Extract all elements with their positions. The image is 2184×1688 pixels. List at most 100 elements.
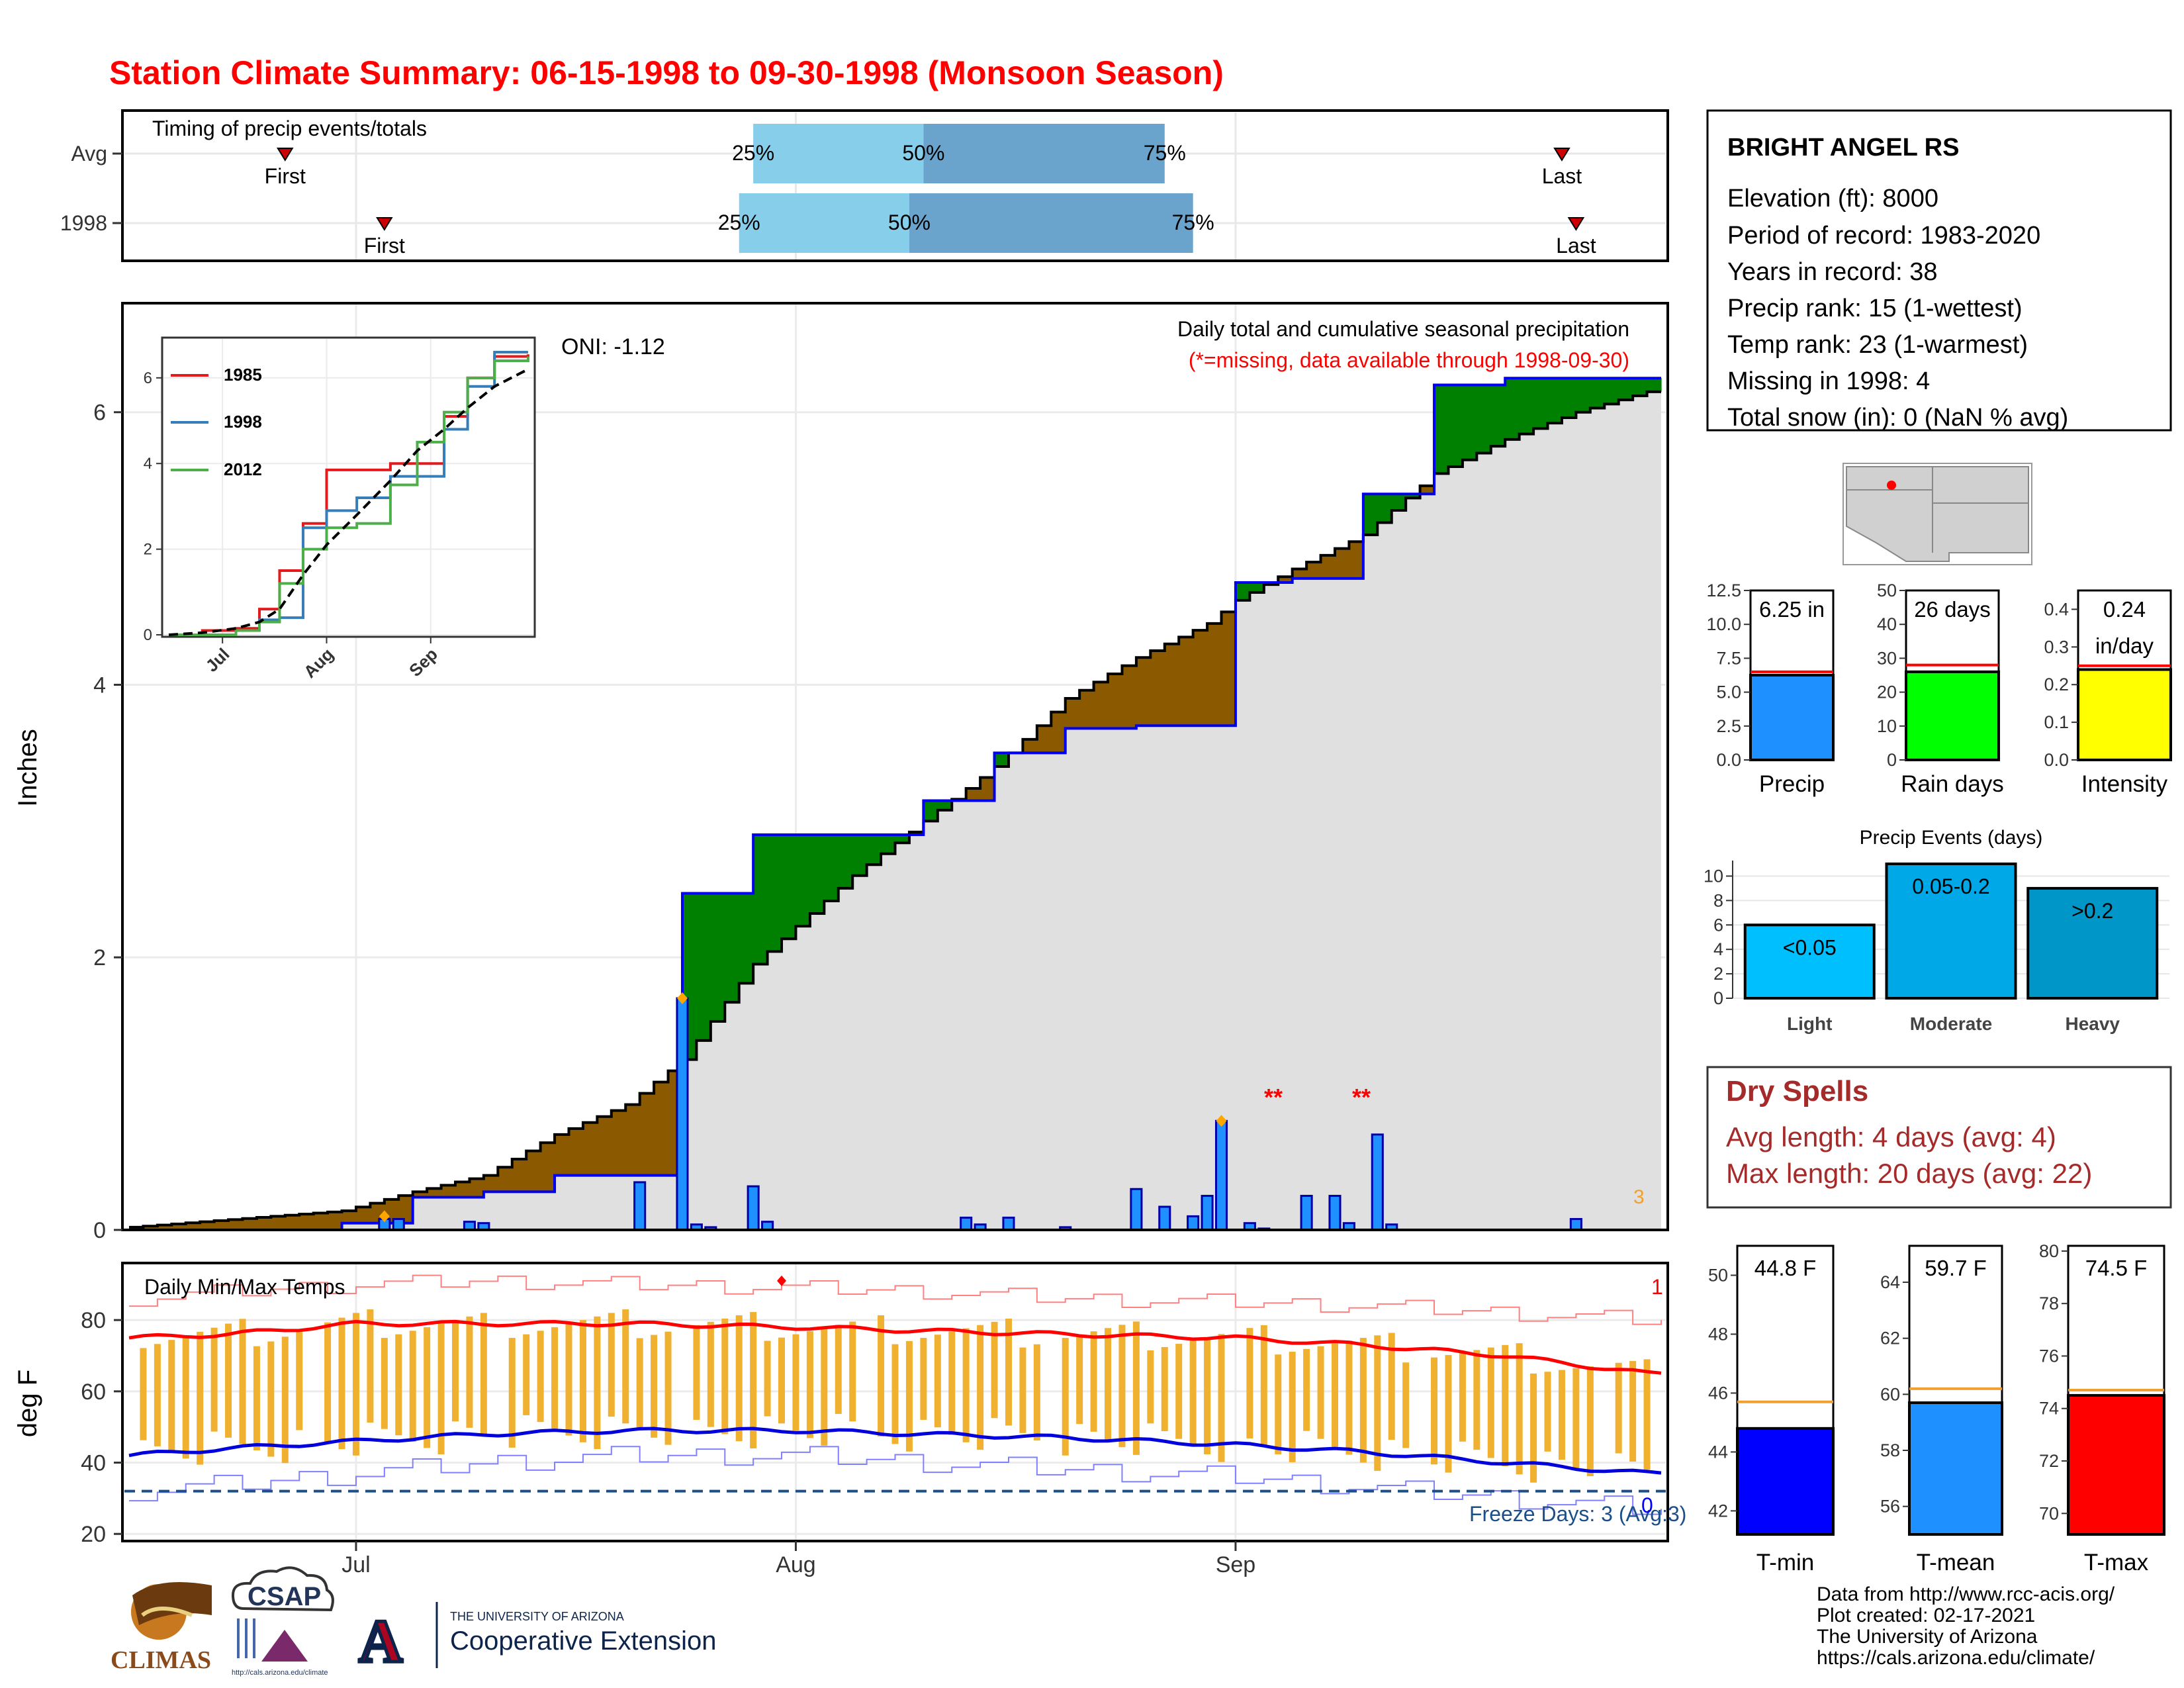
missing-note: (*=missing, data available through 1998-… — [1189, 348, 1629, 372]
surplus-area — [1533, 378, 1549, 429]
precip-frame — [121, 302, 1669, 1231]
deficit-area — [1207, 623, 1222, 726]
precip-y-axis: 0 2 4 6 — [93, 400, 122, 1243]
deficit-area — [1179, 637, 1194, 726]
summary-ytick-label: 5.0 — [1716, 682, 1741, 702]
daily-precip-bar — [392, 1218, 405, 1231]
oni-label: ONI: -1.12 — [561, 334, 665, 359]
daily-temp-range-bar — [664, 1331, 672, 1445]
summary-category-label: Intensity — [2081, 771, 2168, 797]
summary-ytick-label: 30 — [1877, 648, 1897, 668]
daily-temp-range-bar — [594, 1316, 601, 1450]
station-name: BRIGHT ANGEL RS — [1727, 134, 1959, 162]
temp-summary-ytick-label: 62 — [1880, 1329, 1900, 1348]
daily-temp-range-bar — [948, 1331, 956, 1435]
deficit-area — [1023, 739, 1038, 753]
temp-summary-ytick-label: 78 — [2039, 1293, 2059, 1313]
surplus-area — [782, 834, 797, 939]
timing-avg-q50-q75 — [923, 124, 1165, 183]
daily-temp-range-bar — [508, 1338, 516, 1448]
climas-logo: CLIMAS — [111, 1582, 212, 1674]
dry-spells-title: Dry Spells — [1726, 1075, 1868, 1107]
temp-summary-ytick-label: 44 — [1708, 1442, 1728, 1462]
footer-line: Plot created: 02-17-2021 — [1817, 1605, 2035, 1626]
events-ytick-label: 2 — [1713, 964, 1723, 984]
temp-ytick-label: 60 — [81, 1380, 106, 1405]
deficit-area — [1193, 630, 1208, 726]
daily-precip-bar — [1002, 1216, 1015, 1231]
surplus-area — [809, 834, 825, 914]
daily-temp-range-bar — [1502, 1344, 1509, 1466]
daily-temp-range-bar — [707, 1321, 714, 1427]
surplus-area — [994, 753, 1009, 767]
daily-temp-range-bar — [622, 1309, 629, 1424]
timing-row-avg: Avg — [71, 142, 107, 165]
deficit-area — [299, 1214, 314, 1230]
daily-temp-range-bar — [750, 1312, 757, 1448]
deficit-area — [143, 1226, 158, 1230]
daily-temp-range-bar — [1374, 1335, 1381, 1471]
summary-value-label-2: in/day — [2095, 633, 2154, 658]
surplus-area — [753, 834, 768, 964]
csap-mountain-icon — [261, 1630, 308, 1662]
surplus-area — [1633, 378, 1648, 396]
daily-temp-range-bar — [1487, 1347, 1494, 1458]
daily-temp-range-bar — [806, 1331, 813, 1438]
inset-ytick-label: 6 — [144, 369, 152, 387]
precip-title: Daily total and cumulative seasonal prec… — [1177, 317, 1629, 341]
daily-precip-bar — [1130, 1188, 1143, 1231]
timing-avg-first-label: First — [265, 164, 306, 188]
page-title: Station Climate Summary: 06-15-1998 to 0… — [109, 54, 1224, 91]
temp-summary-ytick-label: 58 — [1880, 1440, 1900, 1460]
deficit-area — [469, 1178, 484, 1197]
observed-cumulative-line — [129, 377, 1661, 1231]
daily-temp-range-bar — [962, 1328, 970, 1442]
deficit-area — [1108, 674, 1123, 729]
temp-panel: 20 40 60 80 deg F Daily Min/Max Temps Freez… — [13, 1262, 1686, 1577]
daily-temp-range-bar — [565, 1323, 572, 1436]
daily-temp-range-bar — [1445, 1354, 1452, 1473]
daily-temp-range-bar — [1388, 1333, 1395, 1440]
surplus-area — [1647, 378, 1662, 392]
daily-precip-bar — [1328, 1195, 1342, 1231]
daily-temp-range-bar — [1005, 1319, 1012, 1426]
summary-value-label: 0.24 — [2103, 597, 2146, 622]
station-line: Temp rank: 23 (1-warmest) — [1727, 331, 2028, 359]
daily-temp-range-bar — [693, 1325, 700, 1420]
deficit-area — [185, 1223, 201, 1230]
daily-temp-range-bar — [991, 1321, 998, 1419]
deficit-area — [271, 1216, 286, 1230]
daily-temp-range-bar — [1019, 1347, 1026, 1433]
summary-value-label: 26 days — [1914, 597, 1991, 622]
events-ytick-label: 0 — [1713, 988, 1723, 1008]
daily-precip-bar — [1201, 1195, 1214, 1231]
temp-summary-ytick-label: 56 — [1880, 1497, 1900, 1517]
deficit-area — [582, 1122, 598, 1176]
temp-summary-ytick-label: 60 — [1880, 1384, 1900, 1404]
timing-avg-q50-label: 50% — [902, 141, 944, 165]
events-bar-label: >0.2 — [2071, 899, 2113, 923]
temp-summary-value-label: 44.8 F — [1754, 1256, 1817, 1280]
surplus-area — [1235, 583, 1250, 600]
summary-ytick-label: 10.0 — [1706, 614, 1741, 634]
surplus-area — [739, 893, 754, 984]
daily-temp-range-bar — [1062, 1338, 1069, 1456]
deficit-area — [625, 1104, 641, 1176]
deficit-area — [242, 1218, 257, 1230]
daily-temp-range-bar — [367, 1309, 374, 1423]
events-bar-label: <0.05 — [1783, 935, 1837, 959]
daily-temp-range-bar — [182, 1336, 189, 1459]
surplus-area — [767, 834, 782, 952]
daily-temp-range-bar — [835, 1325, 842, 1414]
summary-ytick-label: 0.4 — [2044, 599, 2069, 619]
daily-temp-range-bar — [1132, 1321, 1140, 1455]
temp-y-axis: 20 40 60 80 — [81, 1308, 122, 1547]
deficit-area — [285, 1215, 300, 1230]
deficit-area — [540, 1143, 555, 1192]
deficit-area — [611, 1110, 626, 1176]
daily-temp-range-bar — [1629, 1361, 1637, 1462]
inset-frame — [161, 336, 536, 638]
surplus-area — [1547, 378, 1563, 424]
csap-url: http://cals.arizona.edu/climate — [232, 1669, 328, 1677]
